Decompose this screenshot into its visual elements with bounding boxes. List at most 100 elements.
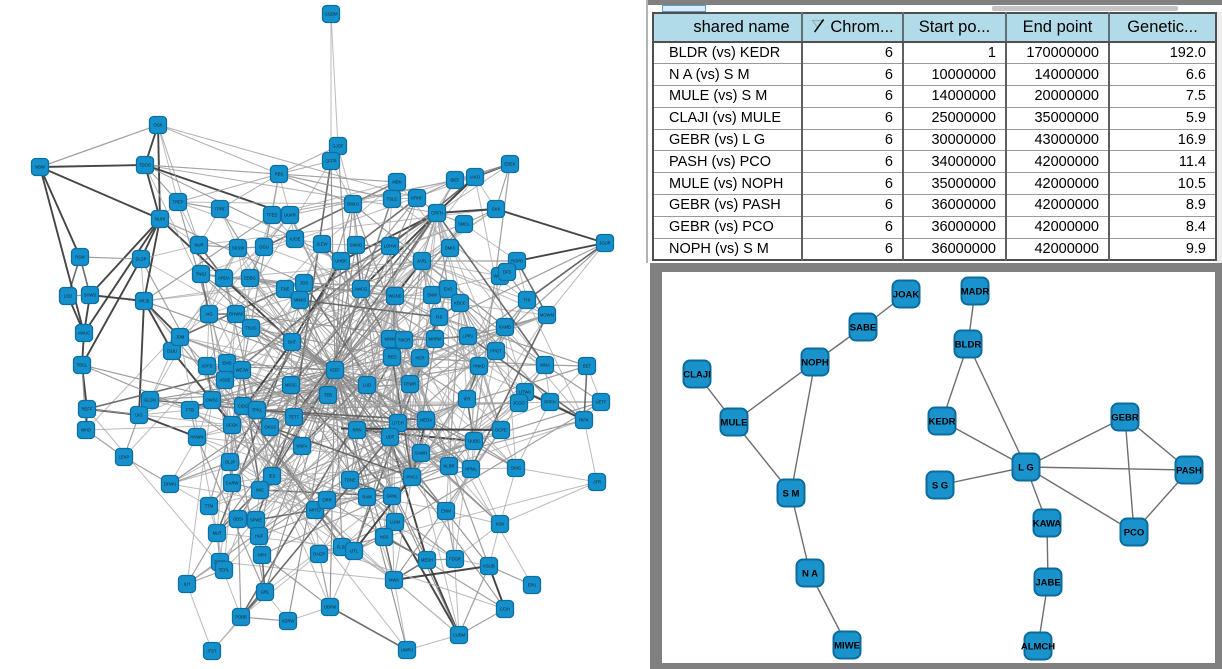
svg-text:LEKP: LEKP [119,455,130,460]
svg-text:ORR: ORR [322,498,331,503]
svg-text:GLGN: GLGN [144,398,156,403]
svg-text:NBW: NBW [35,165,45,170]
svg-text:MBN: MBN [392,180,401,185]
svg-text:POBB: POBB [235,615,247,620]
svg-text:DJJU: DJJU [167,349,177,354]
svg-text:TWCR: TWCR [398,338,411,343]
svg-text:TFED: TFED [267,213,278,218]
svg-text:TPRF: TPRF [215,207,226,212]
svg-text:TPKL: TPKL [252,408,263,413]
svg-text:CIDG: CIDG [238,404,248,409]
svg-text:RBS: RBS [275,172,284,177]
svg-text:TREP: TREP [172,200,183,205]
svg-text:JGUR: JGUR [599,241,610,246]
svg-text:PCO: PCO [1124,527,1145,538]
svg-text:ARDA: ARDA [218,276,230,281]
svg-text:MHTJ: MHTJ [309,508,320,513]
svg-text:WHD: WHD [81,428,91,433]
svg-text:GGU: GGU [259,245,269,250]
svg-text:ROPB: ROPB [511,259,523,264]
svg-text:KEDR: KEDR [929,416,956,427]
svg-text:KAMD: KAMD [499,325,511,330]
svg-text:GEBR: GEBR [1111,412,1139,423]
svg-text:IJTL: IJTL [350,549,359,554]
svg-text:EBBG: EBBG [244,276,256,281]
svg-text:OWSC: OWSC [205,398,218,403]
svg-text:BLDR: BLDR [955,339,982,350]
svg-text:EMS: EMS [222,361,231,366]
svg-text:N A: N A [802,568,818,579]
svg-text:KBCC: KBCC [454,301,466,306]
svg-text:JGS: JGS [300,281,308,286]
svg-text:HCR: HCR [415,356,424,361]
svg-text:AWCG: AWCG [355,287,368,292]
svg-text:KSUB: KSUB [483,564,495,569]
svg-text:IGEF: IGEF [330,368,340,373]
svg-text:MIWE: MIWE [834,640,860,651]
svg-text:NUR: NUR [194,243,203,248]
svg-text:UHBK: UHBK [335,259,347,264]
svg-text:GKK: GKK [492,207,501,212]
svg-text:MWA: MWA [389,578,399,583]
svg-text:LOHW: LOHW [384,244,397,249]
svg-text:UUKR: UUKR [284,213,296,218]
svg-text:HPH: HPH [258,553,267,558]
svg-text:SAWN: SAWN [415,451,427,456]
svg-text:FDGR: FDGR [449,557,461,562]
svg-text:RRN: RRN [352,428,361,433]
svg-text:DMIS: DMIS [445,246,456,251]
svg-text:ITST: ITST [207,649,217,654]
svg-text:NOPH: NOPH [801,357,829,368]
svg-text:MWM: MWM [385,337,396,342]
svg-text:MSSC: MSSC [285,383,297,388]
svg-text:GKNL: GKNL [386,494,398,499]
svg-text:OAGR: OAGR [313,552,325,557]
svg-text:UETF: UETF [596,400,607,405]
svg-text:MEDA: MEDA [420,418,432,423]
svg-text:GGDM: GGDM [324,12,338,17]
svg-text:MNKS: MNKS [294,298,306,303]
svg-text:MOWM: MOWM [540,313,555,318]
svg-text:PHCJ: PHCJ [407,475,418,480]
svg-text:WEJW: WEJW [236,368,249,373]
svg-text:CLAJI: CLAJI [683,369,710,380]
svg-text:OKUJ: OKUJ [264,425,275,430]
svg-text:EPU: EPU [528,583,537,588]
svg-text:IWC: IWC [256,488,264,493]
svg-text:PPFH: PPFH [544,400,555,405]
svg-text:MEDH: MEDH [421,558,433,563]
svg-text:NUHI: NUHI [155,217,165,222]
svg-text:SMCL: SMCL [458,222,470,227]
svg-text:KNFA: KNFA [297,444,308,449]
svg-text:KDRW: KDRW [282,619,295,624]
svg-text:NSS: NSS [380,535,389,540]
svg-text:TNSJ: TNSJ [196,272,206,277]
svg-text:ILH: ILH [184,582,191,587]
svg-text:REO: REO [387,355,397,360]
svg-text:BAT: BAT [288,340,296,345]
svg-text:DCPE: DCPE [495,428,507,433]
svg-text:ALMCH: ALMCH [1021,641,1055,652]
svg-text:L G: L G [1018,462,1034,473]
svg-text:UTWA: UTWA [519,390,531,395]
svg-text:APFS: APFS [202,364,213,369]
svg-text:JOAK: JOAK [893,289,920,300]
svg-text:JARL: JARL [417,259,428,264]
svg-text:KJOE: KJOE [290,237,301,242]
svg-text:BET: BET [583,364,592,369]
svg-text:MULE: MULE [721,417,748,428]
svg-text:IAKO: IAKO [470,175,481,180]
svg-text:TBCL: TBCL [77,363,88,368]
svg-text:PPGT: PPGT [490,349,502,354]
svg-text:RSW: RSW [75,255,85,260]
svg-text:FEWR: FEWR [404,382,416,387]
svg-text:FTB: FTB [186,408,194,413]
svg-text:HPML: HPML [465,467,477,472]
svg-text:MHRM: MHRM [428,337,442,342]
svg-text:SIEF: SIEF [450,178,460,183]
svg-text:BWUJ: BWUJ [347,202,359,207]
svg-text:MLR: MLR [213,531,222,536]
svg-text:FLSS: FLSS [337,545,348,550]
svg-text:TTM: TTM [205,504,214,509]
svg-text:LPPU: LPPU [463,334,474,339]
